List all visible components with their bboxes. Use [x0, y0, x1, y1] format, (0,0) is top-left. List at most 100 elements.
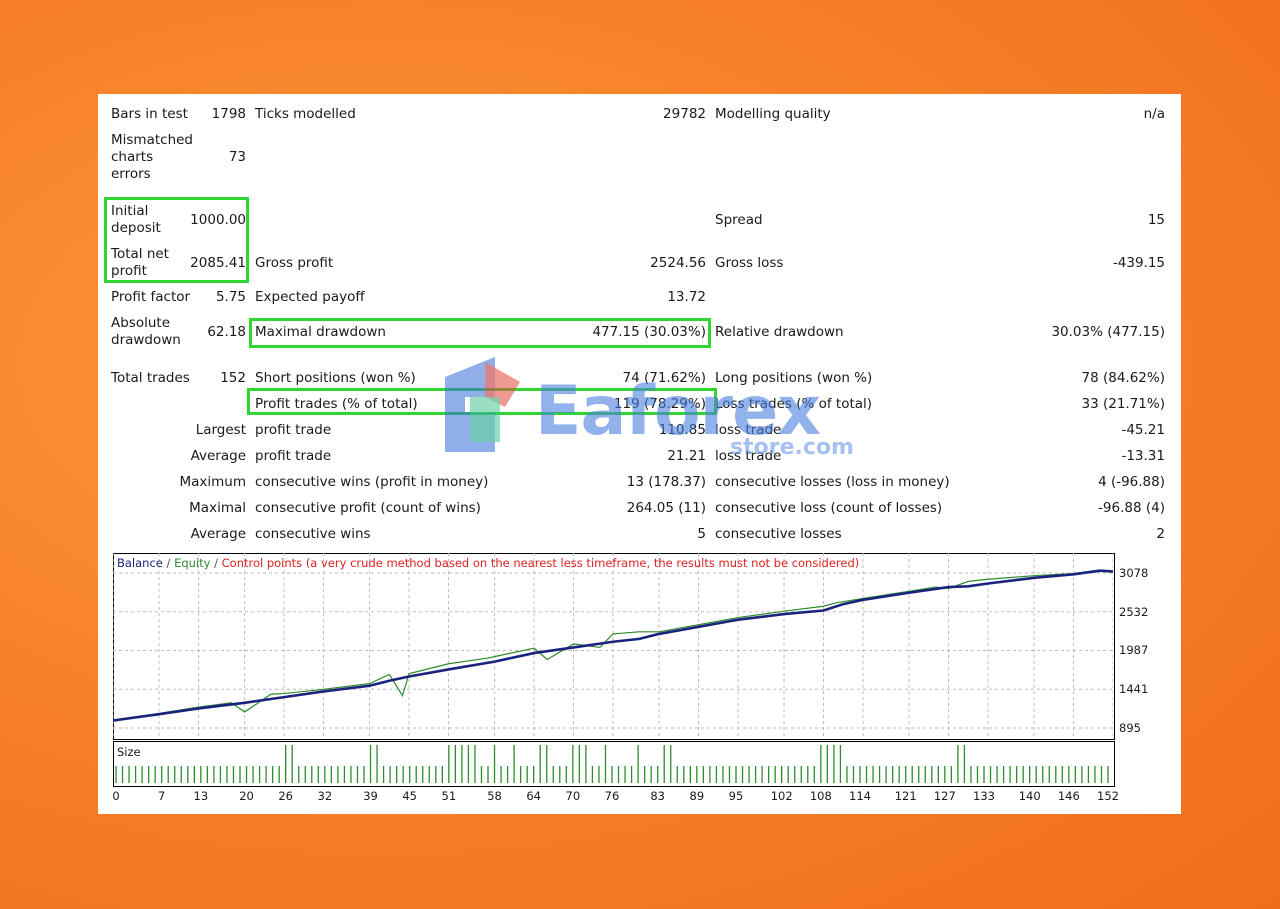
expected-payoff-label: Expected payoff: [255, 289, 365, 305]
largest-profit-value: 110.85: [658, 422, 706, 438]
x-tick-label: 127: [933, 789, 956, 803]
absolute-drawdown-label: Absolute drawdown: [111, 315, 181, 348]
equity-line: [113, 569, 1113, 722]
x-tick-label: 121: [894, 789, 917, 803]
short-positions-value: 74 (71.62%): [622, 370, 706, 386]
relative-drawdown-value: 30.03% (477.15): [1051, 324, 1165, 340]
x-tick-label: 32: [317, 789, 333, 803]
y-tick-label: 2532: [1119, 604, 1149, 619]
max-cons-losses-value: 4 (-96.88): [1098, 474, 1165, 490]
balance-line: [113, 569, 1113, 722]
modelling-quality-value: n/a: [1143, 106, 1165, 122]
profit-factor-value: 5.75: [215, 289, 246, 305]
x-tick-label: 133: [973, 789, 995, 803]
gross-loss-value: -439.15: [1112, 255, 1165, 271]
y-tick-label: 895: [1119, 721, 1141, 735]
size-bars-plot: [115, 745, 1109, 783]
x-tick-label: 7: [158, 789, 166, 803]
long-positions-label: Long positions (won %): [715, 370, 873, 386]
avg-cons-losses-value: 2: [1156, 526, 1165, 542]
balance-chart: [113, 553, 1115, 740]
x-tick-label: 58: [487, 789, 502, 803]
loss-trades-value: 33 (21.71%): [1081, 396, 1165, 412]
average2-label: Average: [190, 526, 246, 542]
ticks-modelled-label: Ticks modelled: [255, 106, 356, 122]
x-tick-label: 146: [1057, 789, 1080, 803]
mismatched-label: Mismatched charts errors: [111, 132, 194, 182]
x-tick-label: 102: [770, 789, 793, 803]
x-tick-label: 39: [363, 789, 378, 803]
maximal-cons-profit-label: consecutive profit (count of wins): [255, 500, 481, 516]
avg-cons-wins-label: consecutive wins: [255, 526, 371, 542]
short-positions-label: Short positions (won %): [255, 370, 416, 386]
highlight-deposit-profit-box: [104, 197, 249, 283]
avg-cons-losses-label: consecutive losses: [715, 526, 842, 542]
total-trades-label: Total trades: [111, 370, 190, 386]
x-tick-label: 83: [650, 789, 665, 803]
maximal-drawdown-label: Maximal drawdown: [255, 324, 386, 340]
x-tick-label: 140: [1018, 789, 1041, 803]
x-tick-label: 20: [239, 789, 254, 803]
x-tick-label: 89: [689, 789, 705, 803]
highlight-profit-trades-box: [247, 388, 717, 415]
x-tick-label: 114: [849, 789, 871, 803]
total-net-profit-value: 2085.41: [190, 255, 246, 271]
profit-factor-label: Profit factor: [111, 289, 191, 305]
maximum-label: Maximum: [179, 474, 246, 490]
y-tick-label: 1987: [1119, 643, 1149, 658]
largest-label: Largest: [195, 422, 246, 438]
total-net-profit-label: Total net profit: [111, 246, 169, 279]
max-cons-wins-label: consecutive wins (profit in money): [255, 474, 489, 490]
spread-value: 15: [1147, 212, 1165, 228]
expected-payoff-value: 13.72: [667, 289, 706, 305]
bars-in-test-value: 1798: [211, 106, 246, 122]
average-profit-label: profit trade: [255, 448, 332, 464]
maximal-label: Maximal: [189, 500, 246, 516]
spread-label: Spread: [715, 212, 763, 228]
gross-loss-label: Gross loss: [715, 255, 784, 271]
absolute-drawdown-value: 62.18: [207, 324, 246, 340]
chart-legend: Balance / Equity / Control points (a ver…: [117, 556, 859, 570]
modelling-quality-label: Modelling quality: [715, 106, 831, 122]
x-tick-label: 13: [193, 789, 209, 803]
x-tick-label: 108: [809, 789, 832, 803]
max-cons-losses-label: consecutive losses (loss in money): [715, 474, 950, 490]
y-tick-label: 3078: [1119, 566, 1149, 580]
x-tick-label: 64: [526, 789, 541, 803]
relative-drawdown-label: Relative drawdown: [715, 324, 844, 340]
size-panel: [113, 741, 1115, 787]
y-tick-label: 1441: [1119, 682, 1149, 697]
largest-profit-label: profit trade: [255, 422, 332, 438]
x-tick-label: 95: [728, 789, 744, 803]
maximal-cons-loss-label: consecutive loss (count of losses): [715, 500, 943, 516]
legend-sep-1: /: [162, 556, 175, 570]
balance-chart-plot: [113, 553, 1113, 738]
profit-trades-value: 119 (78.29%): [613, 396, 706, 412]
maximal-cons-loss-value: -96.88 (4): [1098, 500, 1165, 516]
x-tick-label: 45: [402, 789, 417, 803]
x-tick-label: 152: [1097, 789, 1119, 803]
x-tick-label: 51: [441, 789, 457, 803]
gross-profit-label: Gross profit: [255, 255, 334, 271]
bars-in-test-label: Bars in test: [111, 106, 188, 122]
loss-trades-label: Loss trades (% of total): [715, 396, 873, 412]
legend-balance: Balance: [117, 556, 163, 570]
profit-trades-label: Profit trades (% of total): [255, 396, 418, 412]
legend-control: Control points (a very crude method base…: [221, 556, 860, 570]
legend-sep-2: /: [210, 556, 222, 570]
x-tick-label: 70: [565, 789, 581, 803]
maximal-cons-profit-value: 264.05 (11): [626, 500, 706, 516]
highlight-maximal-drawdown-box: [249, 318, 711, 348]
maximal-drawdown-value: 477.15 (30.03%): [592, 324, 706, 340]
long-positions-value: 78 (84.62%): [1081, 370, 1165, 386]
legend-equity: Equity: [174, 556, 211, 570]
total-trades-value: 152: [220, 370, 246, 386]
average-label: Average: [190, 448, 246, 464]
initial-deposit-value: 1000.00: [190, 212, 246, 228]
x-tick-label: 0: [112, 789, 120, 803]
ticks-modelled-value: 29782: [663, 106, 706, 122]
x-tick-label: 26: [278, 789, 293, 803]
largest-loss-label: loss trade: [715, 422, 782, 438]
average-loss-value: -13.31: [1121, 448, 1165, 464]
average-profit-value: 21.21: [667, 448, 706, 464]
